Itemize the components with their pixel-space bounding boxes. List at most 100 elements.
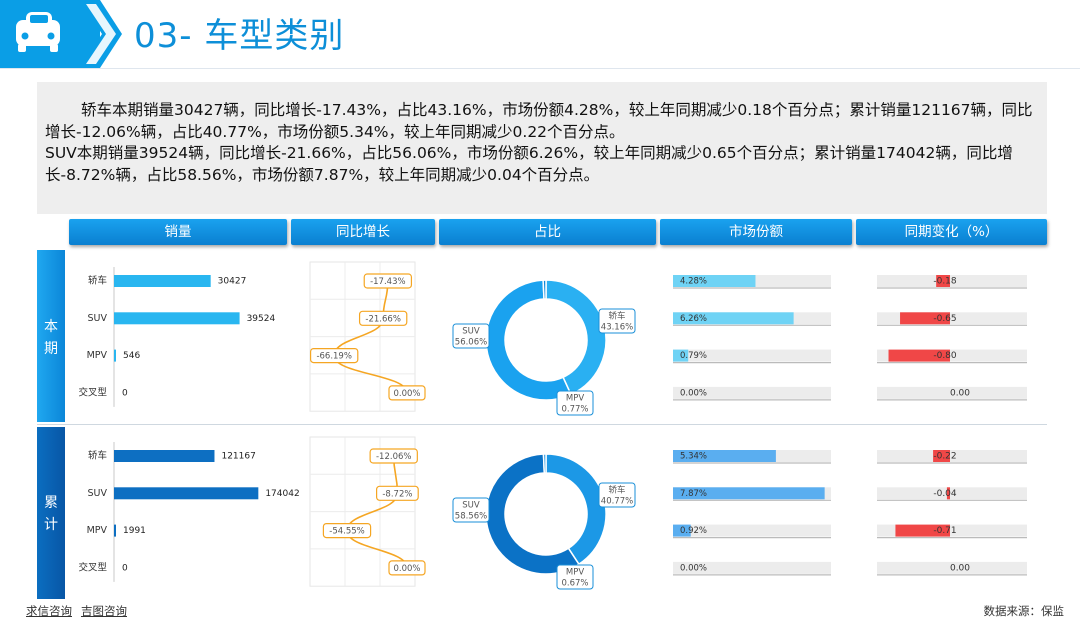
share-category-label-1-1: SUV [462, 501, 480, 511]
share-label-box-0-0 [598, 308, 636, 334]
column-header-change: 同期变化（%） [856, 219, 1047, 245]
market-bar-0-1 [673, 312, 794, 325]
market-bar-0-0 [673, 275, 756, 287]
sales-category-label-0-2: MPV [87, 350, 108, 361]
sales-category-label-1-1: SUV [88, 488, 108, 499]
change-bar-0-1 [900, 312, 950, 325]
growth-value-label-1-1: -8.72% [382, 489, 412, 499]
market-bar-1-0 [673, 450, 776, 462]
market-bar-1-1 [673, 487, 825, 500]
sales-bar-0-0 [114, 275, 211, 287]
row-label-bg-cumulative [37, 427, 65, 599]
sales-category-label-0-0: 轿车 [88, 275, 107, 287]
market-bar-1-2 [673, 524, 691, 537]
sales-value-label-0-0: 30427 [218, 277, 247, 287]
sales-value-label-0-3: 0 [122, 388, 128, 398]
sales-bar-0-2 [114, 349, 116, 362]
change-track-1-0 [877, 450, 1027, 462]
sales-category-label-0-1: SUV [88, 313, 108, 324]
footer-link-jitu[interactable]: 吉图咨询 [81, 604, 127, 618]
sales-value-label-0-1: 39524 [247, 314, 276, 324]
market-value-label-1-0: 5.34% [680, 452, 707, 462]
row-label-cumulative-bottom: 计 [44, 517, 58, 533]
sales-value-label-1-2: 1991 [123, 526, 146, 536]
sales-bar-1-2 [114, 524, 116, 537]
change-value-label-1-0: -0.22 [933, 452, 956, 462]
share-slice-1-2 [542, 453, 547, 474]
page-title: 03- 车型类别 [134, 16, 345, 56]
growth-line-0 [333, 280, 408, 394]
market-value-label-1-3: 0.00% [680, 563, 707, 573]
data-source: 数据来源：保监 [983, 604, 1065, 618]
share-value-label-1-2: 0.67% [561, 579, 588, 589]
market-track-0-3 [673, 386, 831, 399]
market-value-label-0-0: 4.28% [680, 277, 707, 287]
row-label-current-top: 本 [44, 319, 58, 335]
share-category-label-0-1: SUV [462, 327, 480, 337]
growth-value-label-0-0: -17.43% [370, 277, 405, 287]
share-slice-0-1 [485, 279, 572, 401]
header-chevron [16, 0, 122, 68]
change-bar-0-2 [888, 349, 950, 362]
row-label-bg-current [37, 250, 65, 422]
share-value-label-0-2: 0.77% [561, 405, 588, 415]
row-label-current-bottom: 期 [44, 341, 58, 357]
share-slice-0-0 [545, 279, 607, 396]
growth-value-label-0-3-box [388, 385, 426, 401]
share-category-label-1-0: 轿车 [608, 485, 625, 496]
share-slice-1-1 [485, 453, 580, 575]
column-header-yoy-growth: 同比增长 [291, 219, 435, 245]
share-label-box-0-1 [452, 323, 490, 349]
growth-value-label-1-0: -12.06% [376, 452, 411, 462]
share-label-box-1-0 [598, 482, 636, 508]
sales-value-label-0-2: 546 [123, 351, 140, 361]
growth-value-label-0-0-box [363, 273, 413, 289]
summary-box: 轿车本期销量30427辆，同比增长-17.43%，占比43.16%，市场份额4.… [37, 82, 1047, 214]
header-divider [0, 68, 1080, 69]
share-value-label-0-0: 43.16% [601, 323, 633, 333]
row-label-current: 本 期 [37, 316, 65, 360]
summary-sedan: 轿车本期销量30427辆，同比增长-17.43%，占比43.16%，市场份额4.… [45, 101, 1033, 141]
column-header-sales: 销量 [69, 219, 287, 245]
change-bar-1-2 [895, 524, 950, 537]
change-value-label-0-1: -0.65 [933, 314, 956, 324]
market-value-label-0-3: 0.00% [680, 388, 707, 398]
sales-category-label-1-3: 交叉型 [78, 561, 107, 573]
footer-link-qiuxin[interactable]: 求信咨询 [26, 604, 72, 618]
change-value-label-1-2: -0.71 [933, 526, 956, 536]
market-track-1-2 [673, 524, 831, 537]
market-track-0-2 [673, 349, 831, 362]
share-category-label-1-2: MPV [566, 568, 584, 578]
share-category-label-0-0: 轿车 [608, 311, 625, 322]
row-label-cumulative: 累 计 [37, 492, 65, 536]
change-bar-1-0 [933, 450, 950, 462]
share-slice-1-0 [545, 453, 607, 566]
market-value-label-0-2: 0.79% [680, 351, 707, 361]
row-label-cumulative-top: 累 [44, 495, 58, 511]
column-header-share: 占比 [439, 219, 656, 245]
sales-bar-1-1 [114, 487, 259, 500]
summary-suv: SUV本期销量39524辆，同比增长-21.66%，占比56.06%，市场份额6… [45, 144, 1013, 184]
market-value-label-0-1: 6.26% [680, 314, 707, 324]
market-value-label-1-1: 7.87% [680, 489, 707, 499]
change-bar-0-0 [936, 275, 950, 287]
share-category-label-0-2: MPV [566, 394, 584, 404]
growth-value-label-0-3: 0.00% [393, 389, 420, 399]
growth-value-label-0-1: -21.66% [365, 314, 400, 324]
growth-value-label-1-2-box [322, 522, 372, 539]
change-value-label-1-1: -0.04 [933, 489, 957, 499]
change-value-label-0-2: -0.80 [933, 351, 957, 361]
sales-bar-0-1 [114, 312, 240, 325]
market-track-1-3 [673, 561, 831, 574]
share-value-label-0-1: 56.06% [455, 338, 487, 348]
share-value-label-1-0: 40.77% [601, 497, 633, 507]
row-separator [37, 424, 1047, 425]
sales-category-label-0-3: 交叉型 [78, 386, 107, 398]
growth-value-label-1-0-box [369, 448, 418, 464]
sales-category-label-1-2: MPV [87, 525, 108, 536]
share-label-box-1-1 [452, 497, 490, 523]
change-track-1-1 [877, 487, 1027, 500]
change-track-0-3 [877, 386, 1027, 399]
